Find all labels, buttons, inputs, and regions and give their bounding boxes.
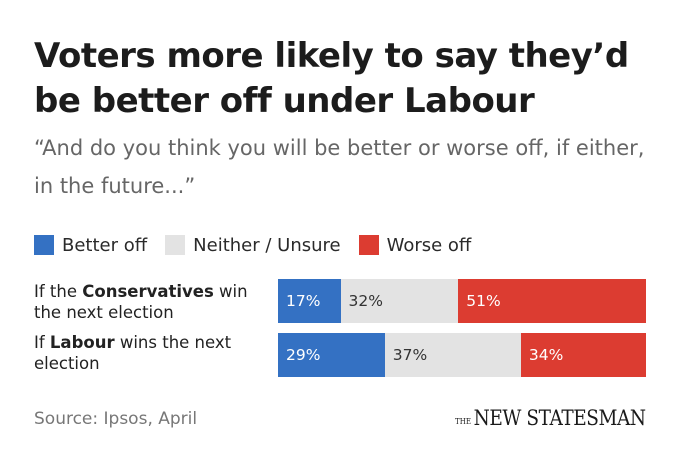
legend-swatch <box>358 235 379 255</box>
legend-label: Worse off <box>386 234 472 256</box>
legend-item-1: Neither / Unsure <box>165 234 341 256</box>
bar-segment: 29% <box>278 333 385 377</box>
category-label: If Labour wins the next election <box>34 332 274 374</box>
bar-segment: 17% <box>278 279 341 323</box>
category-label-text: wins the next election <box>34 333 232 373</box>
category-label-party: Conservatives <box>82 282 214 301</box>
legend-label: Better off <box>62 234 148 256</box>
data-label: 32% <box>348 292 383 310</box>
chart-subtitle: “And do you think you will be better or … <box>34 136 645 198</box>
legend-item-2: Worse off <box>358 234 472 256</box>
chart-title: Voters more likely to say they’d be bett… <box>34 36 629 121</box>
bar-segment: 32% <box>340 279 459 323</box>
category-label-party: Labour <box>49 333 115 352</box>
category-label-text: If the <box>34 282 83 301</box>
legend-swatch <box>165 235 186 255</box>
bar-segment: 34% <box>520 333 646 377</box>
source-note: Source: Ipsos, April <box>34 409 198 429</box>
data-label: 29% <box>286 346 321 364</box>
data-label: 17% <box>286 292 321 310</box>
new-statesman-logo: THE NEW STATESMAN <box>455 406 646 430</box>
legend-label: Neither / Unsure <box>193 234 341 256</box>
data-label: 37% <box>392 346 428 364</box>
stacked-bar: 29% 37% 34% <box>278 333 646 377</box>
data-label: 34% <box>528 346 564 364</box>
legend: Better off Neither / Unsure Worse off <box>34 233 489 257</box>
logo-name: NEW STATESMAN <box>473 406 646 430</box>
category-label-text: win the next election <box>34 282 248 322</box>
stacked-bar: 17% 32% 51% <box>278 279 646 323</box>
logo-the: THE <box>455 417 472 426</box>
bar-segment: 51% <box>458 279 646 323</box>
bar-segment: 37% <box>384 333 521 377</box>
data-label: 51% <box>466 292 501 310</box>
legend-item-0: Better off <box>34 235 147 256</box>
category-label: If the Conservatives win the next electi… <box>34 281 274 323</box>
category-label-text: If <box>34 333 50 352</box>
legend-swatch <box>34 235 54 255</box>
